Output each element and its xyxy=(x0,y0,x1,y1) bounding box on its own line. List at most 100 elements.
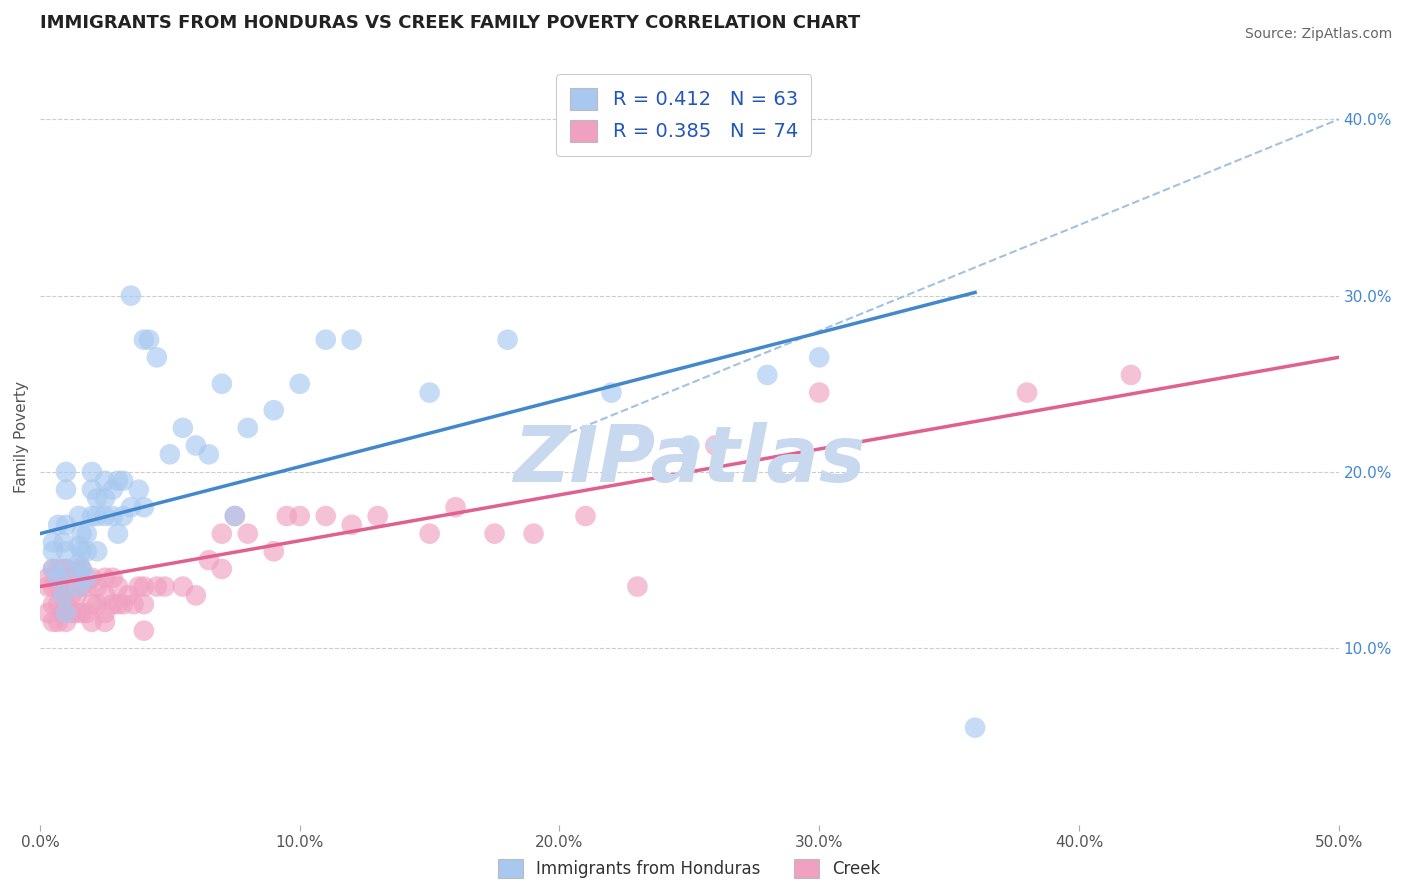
Point xyxy=(1119,368,1142,382)
Point xyxy=(288,376,311,391)
Point xyxy=(76,526,98,541)
Point xyxy=(112,474,135,488)
Point xyxy=(42,615,65,629)
Point xyxy=(367,509,389,524)
Point xyxy=(236,421,259,435)
Point xyxy=(138,333,160,347)
Point xyxy=(1015,385,1038,400)
Point xyxy=(132,500,155,515)
Point xyxy=(60,606,83,620)
Point xyxy=(522,526,544,541)
Point xyxy=(67,557,90,571)
Point xyxy=(172,580,194,594)
Point xyxy=(101,571,124,585)
Point xyxy=(101,597,124,611)
Point xyxy=(52,562,75,576)
Point xyxy=(55,597,77,611)
Point xyxy=(55,517,77,532)
Point xyxy=(107,597,129,611)
Point xyxy=(132,333,155,347)
Point xyxy=(236,526,259,541)
Point xyxy=(86,544,108,558)
Point xyxy=(808,351,831,365)
Point xyxy=(65,588,87,602)
Point xyxy=(120,500,142,515)
Point xyxy=(80,615,103,629)
Point xyxy=(128,580,150,594)
Point xyxy=(65,562,87,576)
Point xyxy=(132,580,155,594)
Point xyxy=(94,474,117,488)
Point xyxy=(112,509,135,524)
Point xyxy=(46,597,69,611)
Point xyxy=(224,509,246,524)
Point xyxy=(678,438,700,452)
Point xyxy=(76,580,98,594)
Point xyxy=(70,544,93,558)
Point xyxy=(80,465,103,479)
Point xyxy=(94,491,117,506)
Point xyxy=(315,509,337,524)
Point xyxy=(42,580,65,594)
Point xyxy=(444,500,467,515)
Point xyxy=(263,544,285,558)
Point xyxy=(101,509,124,524)
Point xyxy=(80,509,103,524)
Point xyxy=(46,615,69,629)
Point xyxy=(55,465,77,479)
Point xyxy=(86,597,108,611)
Point xyxy=(60,588,83,602)
Point xyxy=(55,483,77,497)
Point xyxy=(159,447,181,461)
Point xyxy=(184,588,207,602)
Text: ZIPatlas: ZIPatlas xyxy=(513,422,866,498)
Point xyxy=(55,544,77,558)
Point xyxy=(340,517,363,532)
Point xyxy=(46,580,69,594)
Point xyxy=(107,474,129,488)
Point xyxy=(132,597,155,611)
Point xyxy=(288,509,311,524)
Point xyxy=(211,562,233,576)
Point xyxy=(42,535,65,549)
Point xyxy=(153,580,176,594)
Point xyxy=(76,571,98,585)
Point xyxy=(574,509,596,524)
Point xyxy=(184,438,207,452)
Point xyxy=(146,351,169,365)
Point xyxy=(198,553,221,567)
Point xyxy=(37,580,59,594)
Point xyxy=(211,526,233,541)
Point xyxy=(419,385,441,400)
Point xyxy=(52,606,75,620)
Point xyxy=(276,509,298,524)
Point xyxy=(55,580,77,594)
Point xyxy=(94,615,117,629)
Point xyxy=(198,447,221,461)
Point xyxy=(70,526,93,541)
Point xyxy=(42,597,65,611)
Y-axis label: Family Poverty: Family Poverty xyxy=(14,381,30,492)
Point xyxy=(60,571,83,585)
Point xyxy=(52,588,75,602)
Point xyxy=(120,288,142,302)
Point xyxy=(67,539,90,553)
Point xyxy=(107,526,129,541)
Point xyxy=(808,385,831,400)
Point xyxy=(86,580,108,594)
Point xyxy=(172,421,194,435)
Point xyxy=(112,597,135,611)
Point xyxy=(626,580,648,594)
Point xyxy=(76,544,98,558)
Point xyxy=(496,333,519,347)
Point xyxy=(42,544,65,558)
Point xyxy=(211,376,233,391)
Point xyxy=(80,597,103,611)
Point xyxy=(94,606,117,620)
Point xyxy=(46,571,69,585)
Text: Source: ZipAtlas.com: Source: ZipAtlas.com xyxy=(1244,27,1392,41)
Point xyxy=(117,588,139,602)
Point xyxy=(46,517,69,532)
Point xyxy=(224,509,246,524)
Point xyxy=(704,438,727,452)
